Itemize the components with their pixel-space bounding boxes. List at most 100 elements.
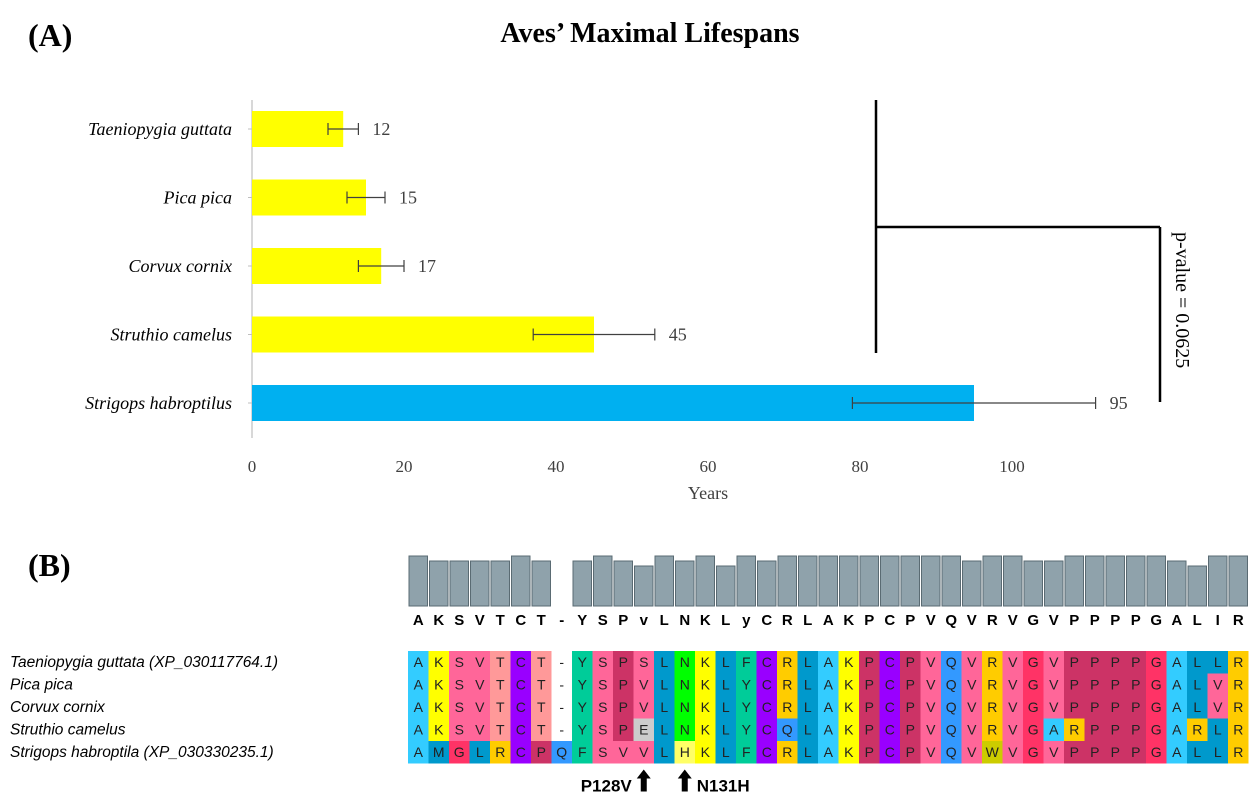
residue-letter: P <box>1111 699 1120 715</box>
residue-letter: S <box>598 722 607 738</box>
residue-letter: L <box>722 722 730 738</box>
residue-cell <box>1002 651 1023 674</box>
residue-cell <box>1105 651 1126 674</box>
residue-cell <box>674 718 695 741</box>
residue-cell <box>982 651 1003 674</box>
residue-letter: V <box>967 699 977 715</box>
residue-letter: R <box>987 677 997 693</box>
residue-letter: N <box>680 677 690 693</box>
residue-cell <box>613 673 634 696</box>
residue-cell <box>879 673 900 696</box>
residue-cell <box>1084 651 1105 674</box>
residue-letter: P <box>906 699 915 715</box>
data-label: 95 <box>1110 393 1128 413</box>
residue-cell <box>900 673 921 696</box>
residue-letter: L <box>722 654 730 670</box>
residue-cell <box>1043 651 1064 674</box>
residue-cell <box>1084 741 1105 764</box>
residue-cell <box>408 651 429 674</box>
residue-letter: R <box>1192 722 1202 738</box>
conservation-bar <box>1167 560 1187 607</box>
residue-cell <box>572 741 593 764</box>
residue-letter: Q <box>782 722 793 738</box>
residue-cell <box>1187 741 1208 764</box>
residue-cell <box>551 673 572 696</box>
residue-cell <box>1228 696 1249 719</box>
residue-cell <box>920 741 941 764</box>
conservation-bar <box>1208 555 1228 607</box>
conservation-bar <box>900 555 920 607</box>
residue-letter: P <box>1131 744 1140 760</box>
residue-cell <box>408 673 429 696</box>
residue-letter: K <box>701 654 711 670</box>
residue-cell <box>736 673 757 696</box>
residue-cell <box>1064 741 1085 764</box>
residue-letter: T <box>537 722 546 738</box>
residue-letter: V <box>639 744 649 760</box>
residue-cell <box>797 718 818 741</box>
x-tick-label: 100 <box>999 457 1025 476</box>
residue-cell <box>449 673 470 696</box>
conservation-bar <box>1187 565 1207 607</box>
residue-cell <box>633 741 654 764</box>
residue-cell <box>551 696 572 719</box>
residue-letter: V <box>1049 677 1059 693</box>
residue-cell <box>592 673 613 696</box>
residue-letter: C <box>516 722 526 738</box>
residue-cell <box>510 651 531 674</box>
residue-letter: V <box>475 677 485 693</box>
residue-letter: - <box>559 699 564 715</box>
residue-cell <box>695 741 716 764</box>
consensus-residue: S <box>454 612 464 629</box>
residue-letter: L <box>660 699 668 715</box>
residue-letter: P <box>619 722 628 738</box>
consensus-residue: P <box>1110 612 1120 629</box>
residue-cell <box>1125 741 1146 764</box>
residue-letter: V <box>639 699 649 715</box>
residue-letter: A <box>1172 744 1182 760</box>
residue-letter: S <box>455 722 464 738</box>
residue-cell <box>633 651 654 674</box>
residue-letter: V <box>1008 744 1018 760</box>
mutation-arrow <box>677 769 692 792</box>
x-tick-label: 20 <box>396 457 413 476</box>
residue-cell <box>1084 718 1105 741</box>
residue-letter: V <box>967 654 977 670</box>
residue-letter: L <box>722 699 730 715</box>
category-label: Corvux cornix <box>129 256 232 276</box>
residue-letter: Y <box>578 677 588 693</box>
residue-cell <box>838 718 859 741</box>
residue-cell <box>1105 696 1126 719</box>
residue-letter: P <box>1070 744 1079 760</box>
residue-letter: V <box>475 722 485 738</box>
category-label: Strigops habroptilus <box>85 393 232 413</box>
residue-letter: L <box>1193 677 1201 693</box>
residue-cell <box>1207 673 1228 696</box>
residue-letter: - <box>559 677 564 693</box>
residue-letter: R <box>987 699 997 715</box>
residue-cell <box>859 673 880 696</box>
residue-cell <box>469 651 490 674</box>
residue-letter: P <box>619 677 628 693</box>
residue-letter: S <box>455 699 464 715</box>
residue-cell <box>469 696 490 719</box>
residue-cell <box>900 741 921 764</box>
residue-cell <box>1228 741 1249 764</box>
consensus-residue: L <box>803 612 812 629</box>
conservation-bar <box>921 555 941 607</box>
sequence-name: Pica pica <box>10 677 73 694</box>
residue-cell <box>613 696 634 719</box>
residue-letter: A <box>1172 677 1182 693</box>
residue-letter: P <box>906 677 915 693</box>
residue-cell <box>941 673 962 696</box>
residue-cell <box>1043 696 1064 719</box>
residue-letter: Y <box>742 722 752 738</box>
residue-cell <box>879 718 900 741</box>
residue-cell <box>838 673 859 696</box>
conservation-bar <box>962 560 982 607</box>
consensus-residue: G <box>1150 612 1162 629</box>
residue-letter: V <box>967 722 977 738</box>
residue-letter: K <box>701 699 711 715</box>
residue-letter: W <box>986 744 1000 760</box>
residue-cell <box>1023 741 1044 764</box>
